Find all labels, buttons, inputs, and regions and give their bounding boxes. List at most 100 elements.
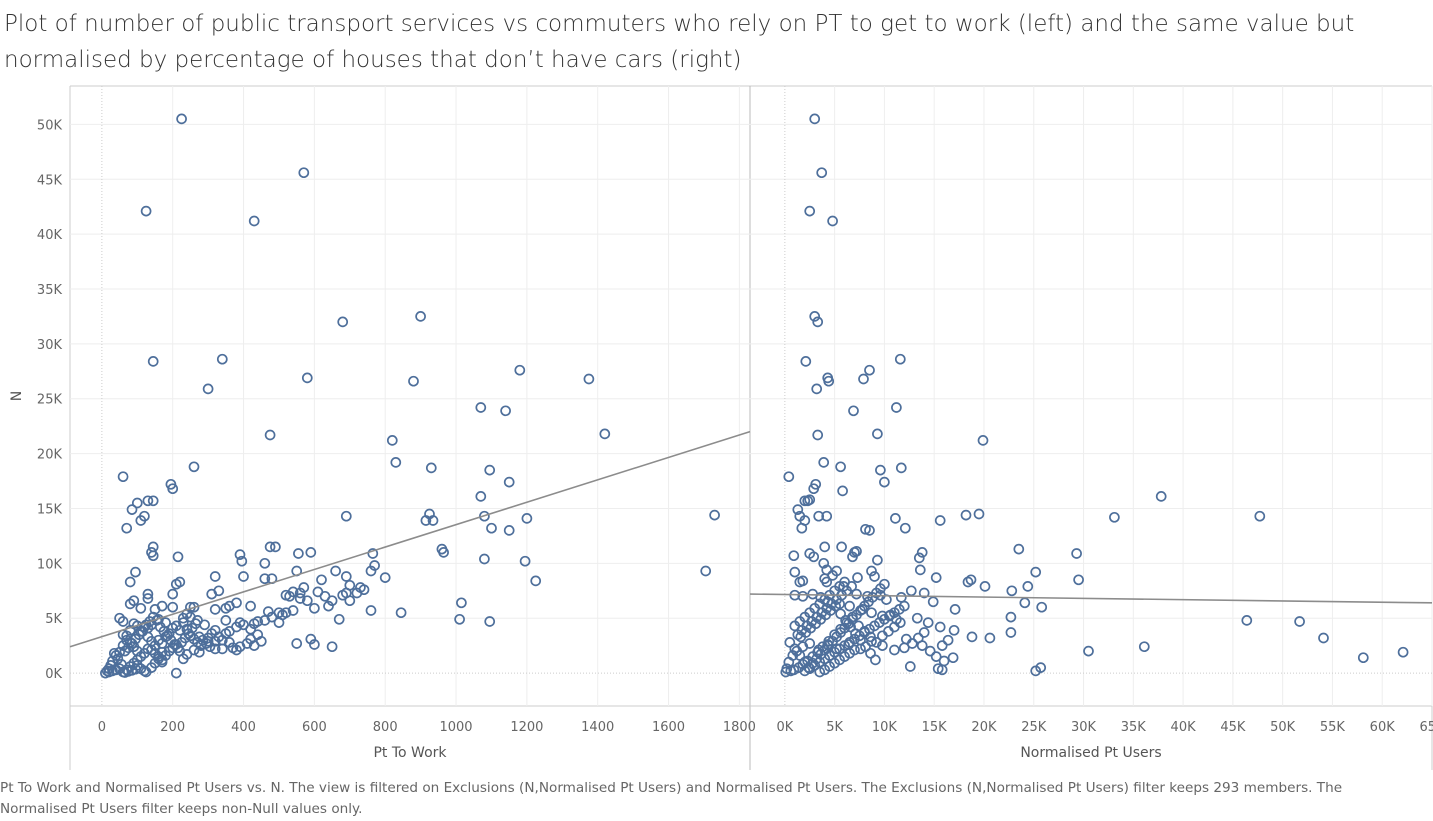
page-title: Plot of number of public transport servi… (4, 11, 1355, 73)
data-point (238, 571, 249, 582)
x-tick-label: 0K (776, 720, 793, 735)
data-point (284, 590, 295, 602)
y-tick-label: 0K (45, 667, 62, 682)
data-point (906, 638, 918, 649)
data-point (147, 356, 159, 367)
data-point (973, 508, 985, 520)
data-point (872, 428, 883, 440)
data-point (128, 595, 140, 607)
data-point (792, 504, 804, 515)
data-point (1036, 601, 1048, 613)
data-point (934, 515, 946, 526)
data-point (188, 461, 200, 473)
data-point (890, 513, 901, 524)
data-point (819, 541, 831, 553)
y-tick-label: 35K (37, 283, 63, 298)
x-tick-label: 30K (1071, 720, 1097, 735)
data-point (1006, 585, 1018, 597)
data-point (808, 551, 820, 563)
data-point (479, 510, 490, 522)
data-point (864, 364, 875, 376)
data-point (949, 604, 961, 615)
data-point (190, 618, 202, 630)
data-point (812, 429, 824, 441)
data-point (827, 215, 838, 227)
data-point (248, 215, 260, 227)
data-point (309, 602, 320, 614)
data-point (812, 316, 824, 328)
data-point (709, 509, 720, 521)
data-point (804, 205, 816, 217)
data-point (454, 613, 465, 625)
data-point (167, 588, 179, 600)
data-point (852, 572, 863, 583)
x-tick-label: 200 (160, 720, 185, 735)
data-point (291, 638, 303, 649)
data-point (427, 515, 439, 526)
data-point (259, 573, 271, 585)
chart-caption: Pt To Work and Normalised Pt Users vs. N… (0, 780, 1343, 817)
y-tick-label: 45K (37, 173, 63, 188)
data-point (484, 464, 496, 476)
data-point (147, 541, 159, 553)
data-point (700, 565, 712, 577)
data-point (1022, 581, 1034, 592)
data-point (916, 547, 928, 558)
data-point (369, 560, 380, 571)
y-tick-label: 20K (37, 448, 63, 463)
data-point (894, 353, 906, 365)
data-point (479, 553, 490, 565)
data-point (930, 572, 942, 583)
data-point (147, 495, 159, 507)
data-point (293, 548, 304, 559)
data-point (889, 644, 900, 656)
data-point (163, 645, 175, 657)
data-point (130, 663, 141, 675)
data-point (1241, 615, 1253, 626)
data-point (1109, 511, 1120, 523)
data-point (927, 596, 939, 608)
y-tick-label: 50K (37, 118, 63, 133)
data-point (234, 617, 246, 628)
data-point (814, 666, 826, 678)
x-tick-label: 0 (98, 720, 106, 735)
data-point (204, 641, 216, 653)
data-point (519, 555, 531, 567)
data-point (1138, 641, 1150, 653)
data-point (911, 612, 923, 624)
data-point (514, 364, 526, 376)
data-point (804, 494, 816, 506)
data-point (379, 572, 391, 583)
data-point (301, 595, 313, 607)
data-point (135, 515, 147, 526)
x-tick-label: 35K (1121, 720, 1147, 735)
data-point (914, 564, 926, 576)
data-point (209, 635, 221, 647)
data-point (904, 661, 916, 672)
data-point (875, 464, 886, 476)
data-point (305, 547, 317, 558)
data-point (872, 554, 883, 566)
data-point (962, 576, 974, 588)
x-tick-label: 55K (1320, 720, 1346, 735)
data-point (864, 525, 875, 536)
data-point (870, 654, 881, 666)
data-point (800, 356, 812, 367)
data-points (100, 113, 1409, 679)
data-point (156, 646, 168, 658)
data-point (851, 588, 862, 600)
data-point (245, 600, 256, 612)
y-tick-label: 5K (45, 612, 62, 627)
data-point (484, 616, 496, 627)
data-point (818, 457, 830, 468)
data-point (294, 593, 306, 604)
data-point (156, 600, 168, 612)
data-point (977, 435, 989, 446)
data-point (337, 316, 349, 328)
data-point (167, 483, 179, 495)
data-point (236, 555, 248, 567)
x-axis-title-right: Normalised Pt Users (1020, 745, 1161, 761)
data-point (294, 587, 306, 599)
x-axis-title-left: Pt To Work (373, 745, 447, 761)
data-point (829, 629, 840, 641)
